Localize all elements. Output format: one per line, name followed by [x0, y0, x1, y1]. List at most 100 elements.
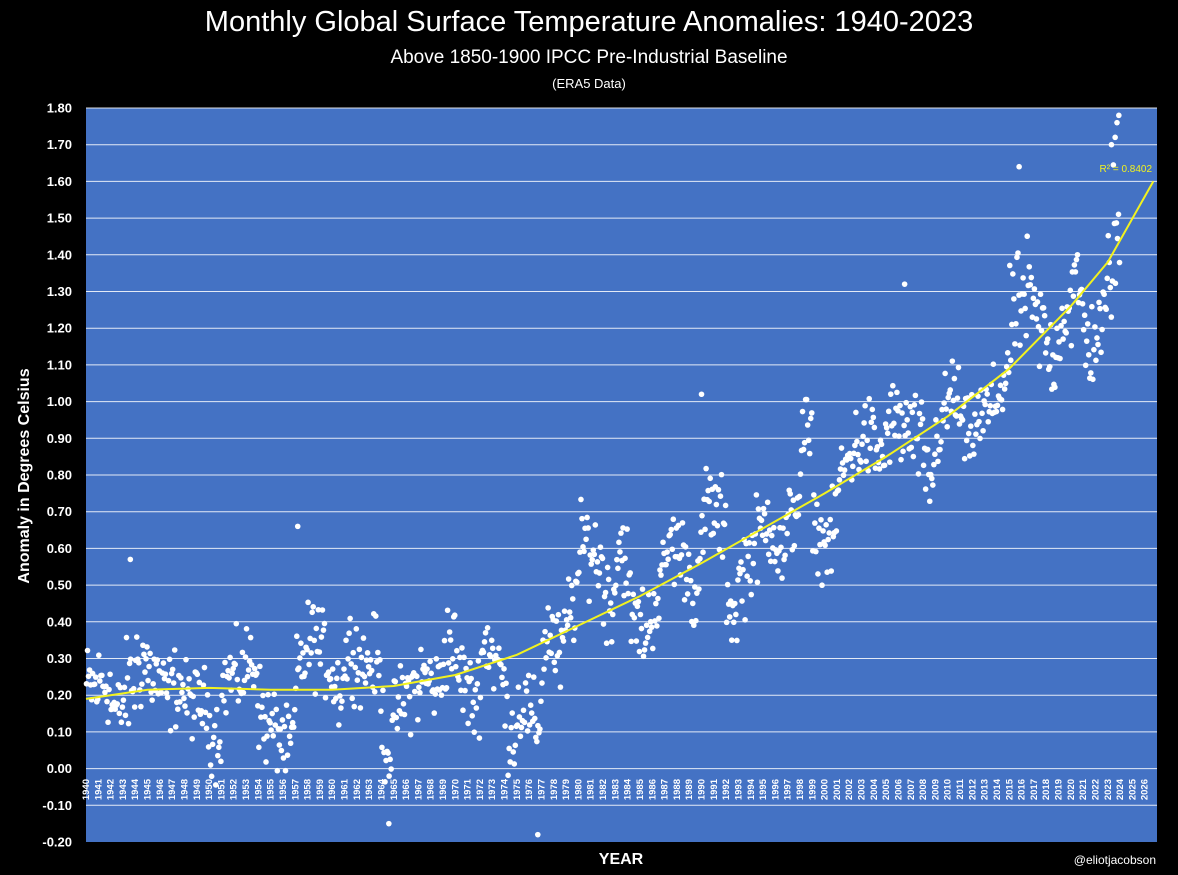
data-point: [289, 719, 296, 726]
data-point: [92, 674, 99, 680]
data-point: [617, 549, 623, 555]
data-point: [746, 540, 752, 546]
data-point: [337, 693, 343, 699]
data-point: [138, 703, 144, 710]
data-point: [345, 656, 351, 662]
data-point: [1009, 321, 1015, 328]
data-point: [772, 558, 778, 565]
data-point: [669, 546, 676, 553]
data-point: [142, 669, 148, 675]
data-point: [787, 491, 794, 497]
data-point: [451, 612, 458, 619]
data-point: [309, 609, 315, 616]
data-point: [710, 530, 717, 537]
data-point: [329, 666, 336, 672]
x-tick-label: 2002: [844, 779, 855, 800]
data-point: [264, 733, 270, 739]
chart-title: Monthly Global Surface Temperature Anoma…: [204, 6, 974, 38]
data-point: [170, 680, 177, 686]
data-point: [223, 709, 229, 716]
data-point: [835, 487, 842, 493]
x-tick-label: 2004: [869, 778, 880, 800]
data-point: [271, 691, 278, 698]
data-point: [884, 430, 891, 437]
data-point: [1035, 323, 1042, 330]
data-point: [1027, 281, 1034, 288]
x-tick-label: 1955: [266, 778, 277, 800]
data-point: [268, 727, 274, 733]
data-point: [327, 675, 334, 682]
data-point: [600, 621, 607, 627]
x-tick-label: 1948: [179, 779, 190, 800]
x-tick-label: 1965: [389, 778, 400, 800]
data-point: [319, 607, 326, 613]
data-point: [251, 665, 258, 672]
data-point: [1020, 275, 1026, 281]
data-point: [1021, 291, 1027, 297]
data-point: [563, 617, 570, 623]
data-point: [977, 435, 983, 442]
data-point: [664, 549, 670, 555]
data-point: [764, 499, 771, 506]
data-point: [360, 635, 367, 641]
data-point: [639, 586, 646, 592]
data-point: [239, 649, 246, 656]
data-point: [501, 666, 507, 672]
y-tick-label: 0.40: [47, 614, 72, 629]
data-point: [208, 773, 215, 780]
data-point: [514, 722, 521, 728]
y-tick-label: 0.60: [47, 541, 72, 556]
data-point: [385, 750, 391, 756]
data-point: [1056, 339, 1062, 345]
data-point: [158, 689, 165, 696]
data-point: [750, 560, 757, 567]
x-tick-label: 2012: [967, 779, 978, 800]
data-point: [199, 720, 206, 727]
data-point: [273, 706, 280, 713]
data-point: [959, 417, 966, 423]
data-point: [718, 471, 725, 478]
data-point: [539, 680, 545, 686]
x-tick-label: 2020: [1066, 779, 1077, 800]
data-point: [820, 528, 826, 534]
data-point: [622, 555, 628, 562]
data-point: [706, 498, 712, 505]
data-point: [807, 415, 814, 422]
data-point: [1110, 162, 1117, 168]
data-point: [597, 544, 604, 550]
data-point: [654, 623, 660, 629]
data-point: [388, 766, 394, 772]
data-point: [920, 462, 927, 469]
data-point: [982, 401, 988, 408]
data-point: [869, 406, 876, 413]
x-tick-label: 1981: [586, 778, 597, 800]
data-point: [663, 561, 669, 568]
data-point: [949, 358, 956, 364]
data-point: [286, 733, 293, 740]
data-point: [997, 382, 1004, 389]
data-point: [1082, 362, 1089, 369]
data-point: [518, 724, 525, 731]
x-tick-label: 1961: [340, 778, 351, 800]
data-point: [358, 654, 365, 661]
data-point: [167, 727, 174, 734]
data-point: [564, 622, 571, 629]
data-point: [89, 670, 96, 677]
data-point: [641, 647, 648, 653]
data-point: [778, 544, 784, 551]
data-point: [85, 673, 92, 680]
data-point: [127, 556, 134, 563]
data-point: [227, 654, 233, 661]
data-point: [318, 634, 325, 640]
data-point: [1001, 386, 1008, 392]
data-point: [1070, 293, 1077, 299]
data-point: [280, 755, 287, 761]
data-point: [469, 712, 476, 719]
x-tick-label: 1997: [783, 779, 794, 800]
data-point: [401, 711, 408, 718]
data-point: [106, 686, 112, 693]
data-point: [595, 582, 602, 589]
data-point: [114, 701, 121, 707]
data-point: [903, 399, 909, 406]
data-point: [608, 639, 615, 645]
